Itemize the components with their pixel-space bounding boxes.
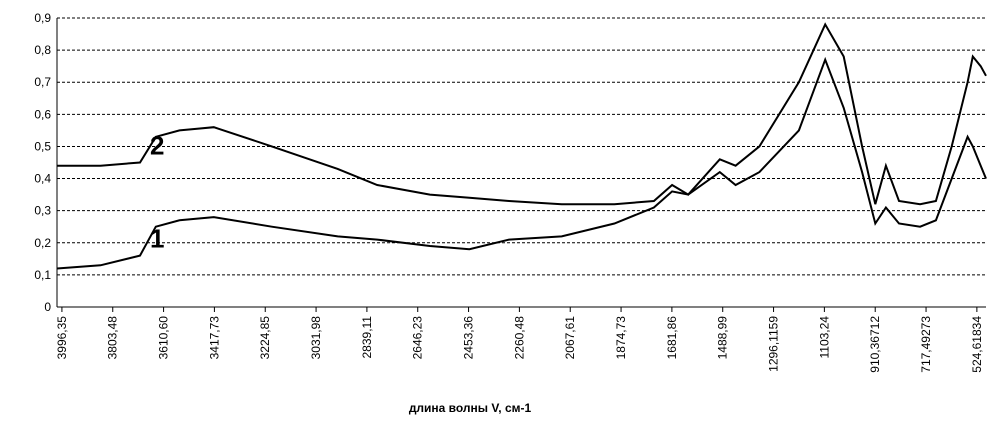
- x-tick-label: 2646,23: [411, 316, 425, 360]
- x-tick-label: 910,36712: [868, 316, 882, 373]
- x-tick-label: 1103,24: [817, 316, 831, 359]
- data-line: [56, 56, 987, 270]
- y-tick-label: 0,2: [34, 236, 51, 250]
- data-line: [57, 22, 987, 206]
- y-tick-label: 0,6: [34, 107, 51, 121]
- x-tick-label: 1296,1159: [767, 316, 781, 372]
- series-label: 2: [150, 131, 164, 161]
- x-tick-label: 2260,48: [512, 316, 526, 360]
- y-tick-label: 0,9: [34, 11, 51, 25]
- y-tick-label: 0,8: [34, 43, 51, 57]
- x-tick-label: 3803,48: [106, 316, 120, 360]
- y-tick-label: 0: [44, 300, 51, 314]
- x-tick-label: 1488,99: [716, 316, 730, 360]
- x-tick-label: 1681,86: [665, 316, 679, 360]
- y-tick-label: 0,3: [34, 204, 51, 218]
- x-tick-label: 3031,98: [309, 316, 323, 360]
- y-tick-label: 0,7: [34, 75, 51, 89]
- y-tick-label: 0,1: [34, 268, 51, 282]
- x-tick-label: 3996,35: [55, 316, 69, 360]
- x-tick-label: 717,49273: [919, 316, 933, 373]
- x-tick-label: 2067,61: [563, 316, 577, 360]
- y-tick-label: 0,4: [34, 172, 51, 186]
- x-tick-label: 2453,36: [462, 316, 476, 360]
- x-tick-label: 3224,85: [258, 316, 272, 360]
- x-tick-label: 3417,73: [207, 316, 221, 360]
- x-axis-label: длина волны V, см-1: [409, 401, 532, 415]
- x-tick-label: 1874,73: [614, 316, 628, 360]
- x-tick-label: 3610,60: [157, 316, 171, 360]
- x-tick-label: 2839,11: [360, 316, 374, 359]
- y-tick-label: 0,5: [34, 139, 51, 153]
- x-tick-label: 524,61834: [970, 316, 984, 373]
- series-label: 1: [150, 224, 164, 254]
